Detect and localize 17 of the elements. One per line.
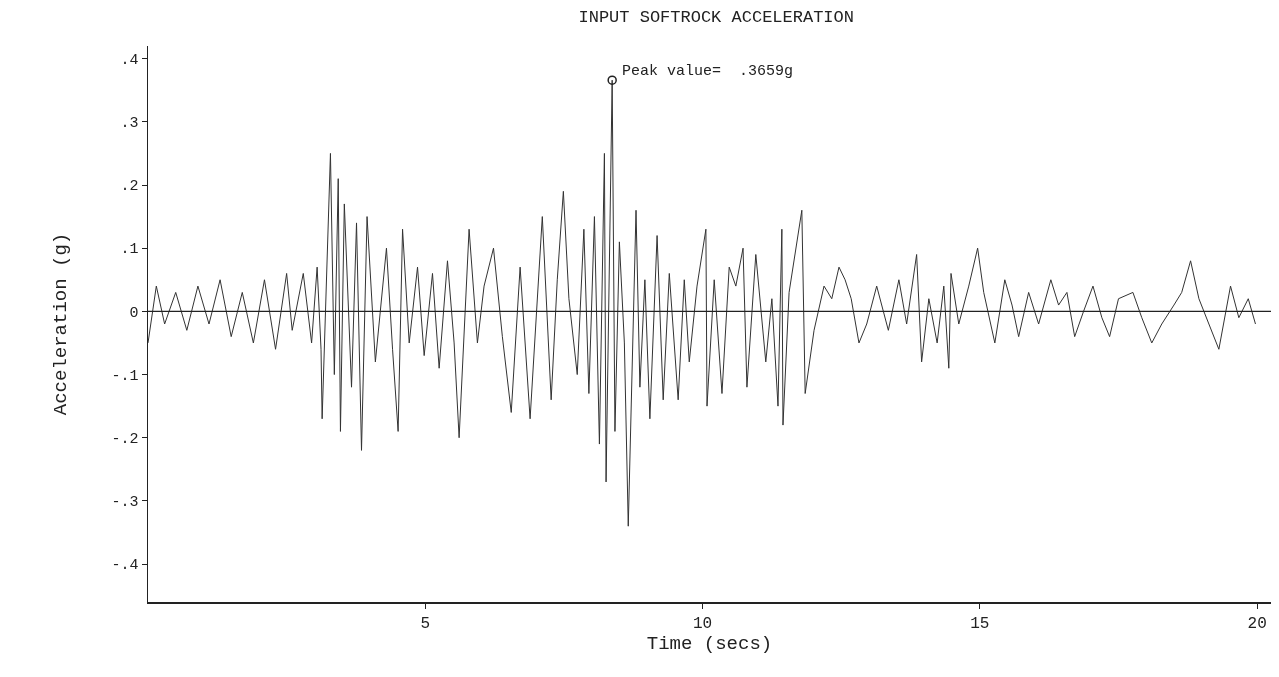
y-tick-label: -.1: [111, 367, 139, 385]
chart-title: INPUT SOFTROCK ACCELERATION: [578, 8, 854, 28]
annotation: Peak value= .3659g: [622, 63, 794, 80]
y-tick-label: .1: [120, 241, 139, 259]
x-tick-label: 10: [692, 614, 713, 633]
y-axis-title: Acceleration (g): [49, 232, 72, 416]
x-tick-label: 20: [1247, 614, 1267, 633]
y-tick-label: .4: [120, 51, 139, 69]
x-axis-title: Time (secs): [646, 633, 773, 656]
y-tick-label: .2: [120, 178, 139, 196]
y-tick-label: .3: [120, 115, 139, 133]
y-tick-label: -.3: [111, 494, 139, 512]
y-tick-label: -.2: [111, 430, 139, 448]
x-tick-label: 15: [970, 614, 990, 633]
y-tick-label: 0: [129, 304, 139, 322]
x-tick-label: 5: [420, 614, 431, 633]
y-tick-label: -.4: [111, 557, 139, 575]
